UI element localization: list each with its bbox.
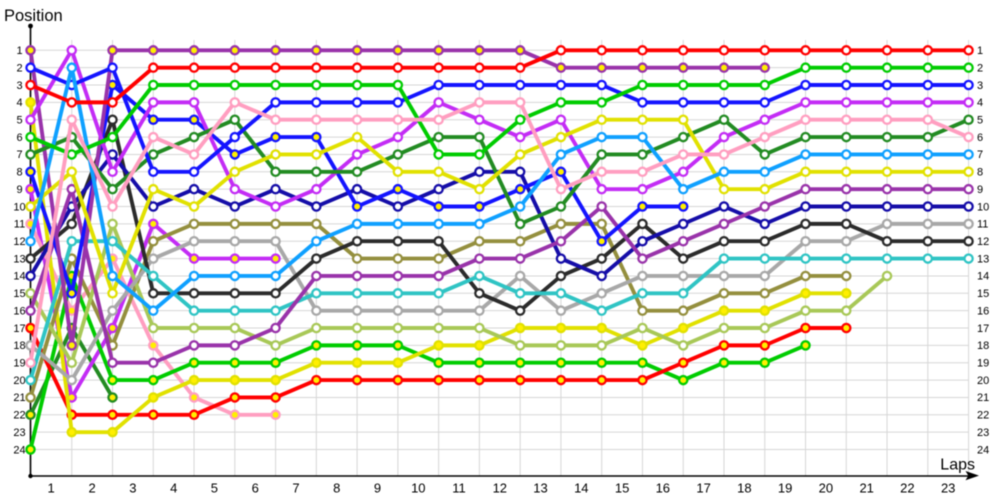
svg-text:18: 18 bbox=[737, 481, 751, 496]
svg-text:24: 24 bbox=[13, 444, 25, 456]
svg-text:22: 22 bbox=[977, 410, 989, 422]
svg-text:8: 8 bbox=[333, 481, 340, 496]
svg-text:24: 24 bbox=[977, 444, 989, 456]
svg-text:9: 9 bbox=[16, 184, 22, 196]
svg-text:16: 16 bbox=[13, 306, 25, 318]
svg-text:2: 2 bbox=[16, 63, 22, 75]
svg-text:18: 18 bbox=[977, 340, 989, 352]
svg-text:4: 4 bbox=[170, 481, 177, 496]
svg-text:6: 6 bbox=[977, 132, 983, 144]
svg-text:2: 2 bbox=[88, 481, 95, 496]
svg-text:6: 6 bbox=[252, 481, 259, 496]
svg-text:1: 1 bbox=[977, 45, 983, 57]
svg-text:9: 9 bbox=[374, 481, 381, 496]
svg-text:4: 4 bbox=[977, 97, 983, 109]
svg-text:10: 10 bbox=[977, 201, 989, 213]
svg-text:3: 3 bbox=[129, 481, 136, 496]
svg-text:11: 11 bbox=[14, 219, 25, 231]
svg-text:21: 21 bbox=[13, 392, 25, 404]
svg-text:8: 8 bbox=[977, 167, 983, 179]
svg-text:14: 14 bbox=[574, 481, 588, 496]
svg-text:23: 23 bbox=[977, 427, 989, 439]
svg-text:21: 21 bbox=[859, 481, 873, 496]
svg-text:19: 19 bbox=[977, 358, 989, 370]
svg-text:16: 16 bbox=[977, 306, 989, 318]
svg-text:17: 17 bbox=[977, 323, 989, 335]
svg-text:15: 15 bbox=[13, 288, 25, 300]
svg-text:6: 6 bbox=[16, 132, 22, 144]
svg-text:7: 7 bbox=[977, 149, 983, 161]
svg-text:13: 13 bbox=[977, 253, 989, 265]
svg-text:1: 1 bbox=[47, 481, 54, 496]
svg-text:9: 9 bbox=[977, 184, 983, 196]
svg-text:4: 4 bbox=[16, 97, 22, 109]
svg-text:19: 19 bbox=[778, 481, 792, 496]
svg-text:5: 5 bbox=[211, 481, 218, 496]
svg-text:20: 20 bbox=[819, 481, 833, 496]
svg-text:15: 15 bbox=[977, 288, 989, 300]
svg-text:3: 3 bbox=[16, 80, 22, 92]
svg-text:16: 16 bbox=[656, 481, 670, 496]
svg-text:19: 19 bbox=[13, 358, 25, 370]
svg-text:20: 20 bbox=[13, 375, 25, 387]
svg-text:23: 23 bbox=[941, 481, 955, 496]
svg-text:11: 11 bbox=[452, 481, 466, 496]
svg-text:Laps: Laps bbox=[940, 457, 975, 474]
svg-text:15: 15 bbox=[615, 481, 629, 496]
svg-text:22: 22 bbox=[900, 481, 914, 496]
svg-text:13: 13 bbox=[533, 481, 547, 496]
svg-text:13: 13 bbox=[13, 253, 25, 265]
svg-text:20: 20 bbox=[977, 375, 989, 387]
svg-text:17: 17 bbox=[13, 323, 25, 335]
svg-text:14: 14 bbox=[13, 271, 25, 283]
svg-text:8: 8 bbox=[16, 167, 22, 179]
svg-text:21: 21 bbox=[977, 392, 989, 404]
svg-text:18: 18 bbox=[13, 340, 25, 352]
svg-text:10: 10 bbox=[411, 481, 425, 496]
svg-text:5: 5 bbox=[977, 115, 983, 127]
svg-text:2: 2 bbox=[977, 63, 983, 75]
svg-text:14: 14 bbox=[977, 271, 989, 283]
svg-text:12: 12 bbox=[13, 236, 25, 248]
svg-text:12: 12 bbox=[493, 481, 507, 496]
svg-text:12: 12 bbox=[977, 236, 989, 248]
svg-text:5: 5 bbox=[16, 115, 22, 127]
svg-text:Position: Position bbox=[4, 7, 63, 25]
svg-text:3: 3 bbox=[977, 80, 983, 92]
svg-text:11: 11 bbox=[977, 219, 988, 231]
svg-text:7: 7 bbox=[292, 481, 299, 496]
svg-text:23: 23 bbox=[13, 427, 25, 439]
svg-text:22: 22 bbox=[13, 410, 25, 422]
svg-text:10: 10 bbox=[13, 201, 25, 213]
svg-text:7: 7 bbox=[16, 149, 22, 161]
svg-text:17: 17 bbox=[696, 481, 710, 496]
svg-text:1: 1 bbox=[16, 45, 22, 57]
